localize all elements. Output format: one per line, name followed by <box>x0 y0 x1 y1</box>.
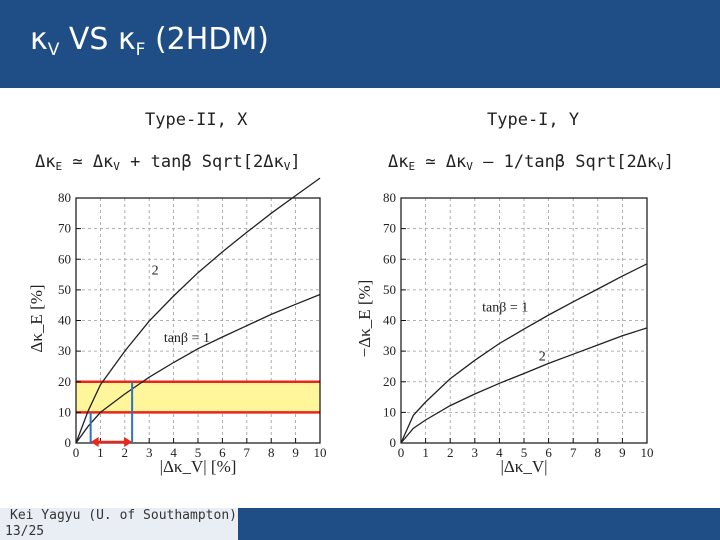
x-axis-label: |Δκ_V| <box>500 457 547 476</box>
author-text: Kei Yagyu (U. of Southampton) <box>10 508 237 523</box>
slide-title: κV VS κF (2HDM) <box>30 22 270 60</box>
series-line-0 <box>400 263 648 444</box>
x-axis-label: |Δκ_V| [%] <box>160 457 237 476</box>
series-label-1: 2 <box>539 349 546 364</box>
y-tick-label: 80 <box>383 190 396 205</box>
left-panel-title: Type-II, X <box>145 110 248 130</box>
y-tick-label: 10 <box>383 404 396 419</box>
series-line-0 <box>75 177 321 444</box>
y-tick-label: 20 <box>383 374 396 389</box>
x-tick-label: 1 <box>97 445 104 460</box>
series-line-1 <box>400 327 648 444</box>
series-label-0: 2 <box>152 264 159 279</box>
range-arrow-head-left <box>90 437 99 447</box>
range-arrow-head-right <box>124 437 133 447</box>
x-tick-label: 1 <box>422 445 429 460</box>
y-tick-label: 20 <box>58 374 71 389</box>
x-tick-label: 7 <box>244 445 251 460</box>
x-tick-label: 10 <box>641 445 654 460</box>
x-tick-label: 5 <box>195 445 202 460</box>
y-tick-label: 60 <box>383 251 396 266</box>
y-tick-label: 10 <box>58 404 71 419</box>
y-axis-label: −Δκ_E [%] <box>355 280 374 358</box>
y-tick-label: 40 <box>383 313 396 328</box>
right-panel-title: Type-I, Y <box>487 110 580 130</box>
highlight-band <box>76 381 320 413</box>
x-tick-label: 8 <box>268 445 275 460</box>
x-tick-label: 6 <box>545 445 552 460</box>
series-label-1: tanβ = 1 <box>164 331 210 346</box>
y-tick-label: 40 <box>58 313 71 328</box>
x-tick-label: 0 <box>398 445 405 460</box>
y-tick-label: 0 <box>65 435 72 450</box>
x-tick-label: 5 <box>521 445 528 460</box>
y-tick-label: 30 <box>58 343 71 358</box>
page-number: 13/25 <box>5 524 45 539</box>
series-line-1 <box>75 293 321 444</box>
y-tick-label: 50 <box>58 282 71 297</box>
header-bar <box>0 0 720 88</box>
y-tick-label: 70 <box>58 221 71 236</box>
x-tick-label: 6 <box>219 445 226 460</box>
left-formula: ΔκE ≃ ΔκV + tanβ Sqrt[2ΔκV] <box>35 152 301 173</box>
x-tick-label: 3 <box>472 445 479 460</box>
x-tick-label: 4 <box>496 445 503 460</box>
footer-author-box <box>0 508 238 540</box>
x-tick-label: 9 <box>619 445 626 460</box>
y-tick-label: 80 <box>58 190 71 205</box>
series-label-0: tanβ = 1 <box>482 300 528 315</box>
x-tick-label: 3 <box>146 445 153 460</box>
y-tick-label: 60 <box>58 251 71 266</box>
right-formula: ΔκE ≃ ΔκV – 1/tanβ Sqrt[2ΔκV] <box>388 152 675 173</box>
x-tick-label: 2 <box>447 445 454 460</box>
x-tick-label: 8 <box>595 445 602 460</box>
x-tick-label: 7 <box>570 445 577 460</box>
y-tick-label: 70 <box>383 221 396 236</box>
x-tick-label: 0 <box>73 445 80 460</box>
x-tick-label: 9 <box>292 445 299 460</box>
y-tick-label: 50 <box>383 282 396 297</box>
x-tick-label: 4 <box>170 445 177 460</box>
x-tick-label: 2 <box>122 445 129 460</box>
y-tick-label: 30 <box>383 343 396 358</box>
y-axis-label: Δκ_E [%] <box>27 284 46 352</box>
x-tick-label: 10 <box>314 445 327 460</box>
y-tick-label: 0 <box>390 435 397 450</box>
